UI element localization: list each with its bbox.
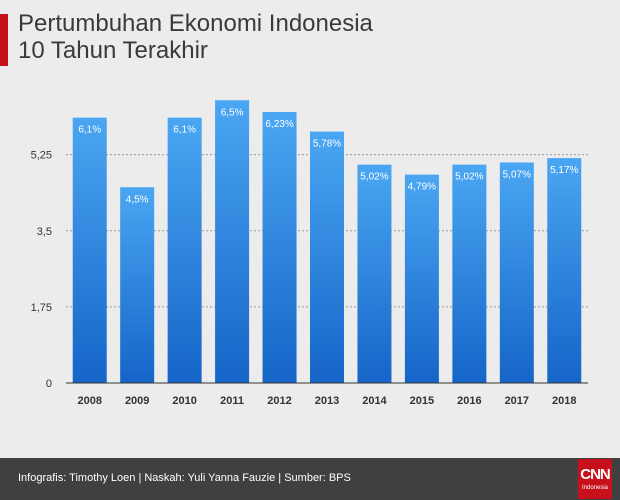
chart-title-line-1: Pertumbuhan Ekonomi Indonesia: [18, 10, 373, 37]
data-label-2016: 5,02%: [455, 172, 483, 183]
title-accent-bar: [0, 14, 8, 66]
bar-2017: [499, 162, 534, 383]
bar-2016: [452, 164, 487, 383]
footer-credits: Infografis: Timothy Loen | Naskah: Yuli …: [18, 472, 351, 484]
data-label-2010: 6,1%: [173, 125, 196, 136]
bar-2013: [310, 131, 344, 383]
bar-2014: [357, 164, 392, 383]
y-tick-label: 0: [46, 378, 52, 390]
data-label-2014: 5,02%: [360, 172, 388, 183]
data-label-2018: 5,17%: [550, 165, 578, 176]
data-label-2011: 6,5%: [221, 107, 244, 118]
x-tick-label-2009: 2009: [125, 395, 149, 407]
data-label-2012: 6,23%: [265, 119, 293, 130]
x-tick-label-2014: 2014: [362, 395, 387, 407]
x-tick-label-2013: 2013: [315, 395, 339, 407]
cnn-logo-subtext: Indonesia: [581, 485, 609, 491]
data-label-2009: 4,5%: [126, 194, 149, 205]
cnn-logo-text: CNN: [580, 466, 611, 483]
x-tick-label-2008: 2008: [77, 395, 101, 407]
chart-title-line-2: 10 Tahun Terakhir: [18, 37, 208, 64]
data-label-2013: 5,78%: [313, 139, 341, 150]
data-label-2008: 6,1%: [78, 125, 101, 136]
bar-2008: [72, 117, 107, 384]
cnn-indonesia-logo: CNN Indonesia: [578, 459, 612, 499]
y-tick-label: 3,5: [37, 226, 52, 238]
x-tick-label-2017: 2017: [505, 395, 529, 407]
bar-2011: [215, 100, 250, 383]
y-tick-label: 1,75: [31, 302, 52, 314]
footer-bar: Infografis: Timothy Loen | Naskah: Yuli …: [0, 458, 620, 500]
bar-2012: [262, 111, 297, 384]
x-tick-label-2018: 2018: [552, 395, 576, 407]
chart-title: Pertumbuhan Ekonomi Indonesia 10 Tahun T…: [18, 10, 373, 64]
x-tick-label-2012: 2012: [267, 395, 291, 407]
bar-2010: [167, 117, 202, 384]
bar-2009: [120, 187, 155, 383]
x-tick-label-2015: 2015: [410, 395, 434, 407]
data-label-2015: 4,79%: [408, 182, 436, 193]
bar-2018: [547, 158, 582, 383]
x-tick-label-2011: 2011: [220, 395, 244, 407]
x-tick-label-2010: 2010: [172, 395, 196, 407]
bar-chart: 6,1% 4,5% 6,1% 6,5% 6,23% 5,78% 5,02% 4,79% 5,02…: [31, 100, 588, 407]
bar-2015: [404, 174, 439, 383]
x-tick-label-2016: 2016: [457, 395, 481, 407]
data-label-2017: 5,07%: [503, 169, 531, 180]
y-tick-label: 5,25: [31, 150, 52, 162]
